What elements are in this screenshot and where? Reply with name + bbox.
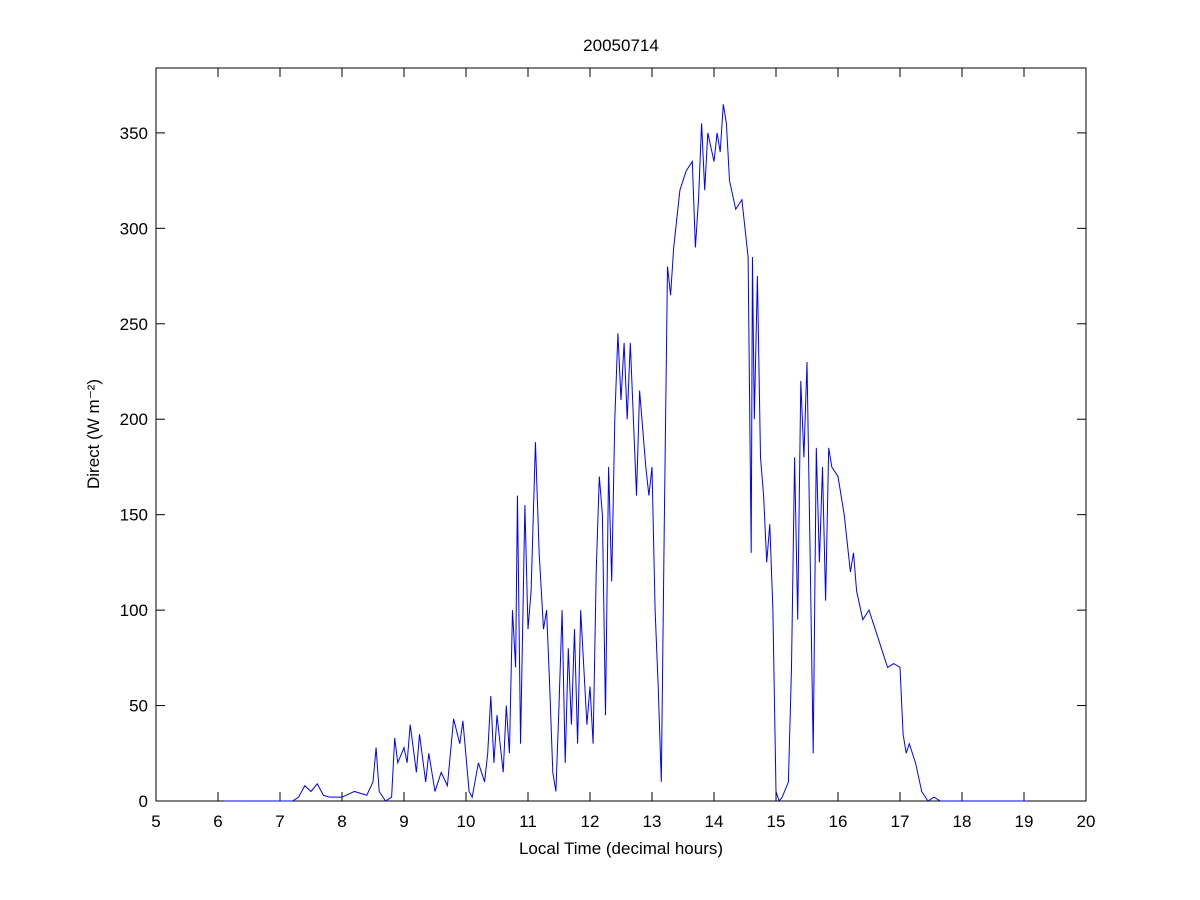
y-tick-label: 0 [139, 792, 148, 811]
plot-area [155, 67, 1087, 802]
x-tick-label: 19 [1015, 812, 1034, 831]
y-tick-label: 200 [120, 410, 148, 429]
y-tick-label: 250 [120, 315, 148, 334]
chart-title: 20050714 [583, 36, 659, 55]
y-tick-label: 350 [120, 124, 148, 143]
x-tick-label: 10 [457, 812, 476, 831]
x-tick-label: 7 [275, 812, 284, 831]
x-tick-label: 14 [705, 812, 724, 831]
x-tick-label: 18 [953, 812, 972, 831]
x-tick-label: 13 [643, 812, 662, 831]
x-tick-label: 9 [399, 812, 408, 831]
x-tick-label: 20 [1077, 812, 1096, 831]
y-tick-label: 150 [120, 506, 148, 525]
y-tick-label: 50 [129, 697, 148, 716]
x-tick-label: 6 [213, 812, 222, 831]
x-tick-label: 15 [767, 812, 786, 831]
x-tick-label: 5 [151, 812, 160, 831]
data-line [224, 104, 1028, 803]
y-axis-label: Direct (W m⁻²) [84, 379, 103, 489]
x-tick-label: 17 [891, 812, 910, 831]
x-tick-label: 12 [581, 812, 600, 831]
x-tick-label: 8 [337, 812, 346, 831]
x-tick-label: 11 [519, 812, 537, 831]
x-tick-label: 16 [829, 812, 848, 831]
x-axis-label: Local Time (decimal hours) [519, 839, 723, 858]
y-tick-label: 300 [120, 219, 148, 238]
y-tick-label: 100 [120, 601, 148, 620]
